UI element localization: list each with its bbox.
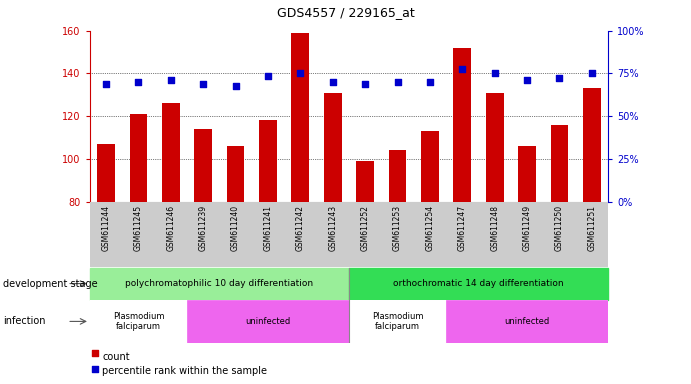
Bar [486,93,504,202]
Text: orthochromatic 14 day differentiation: orthochromatic 14 day differentiation [393,279,564,288]
Bar [349,268,608,300]
Point [100,81,111,87]
Bar [583,88,600,202]
Bar [446,300,608,343]
Bar [551,125,569,202]
Point [133,79,144,85]
Point [230,83,241,89]
Bar [388,151,406,202]
Bar [97,144,115,202]
Text: GSM611240: GSM611240 [231,205,240,251]
Text: GSM611253: GSM611253 [393,205,402,251]
Bar [259,121,277,202]
Point [165,77,176,83]
Text: Plasmodium
falciparum: Plasmodium falciparum [372,312,424,331]
Text: GSM611250: GSM611250 [555,205,564,251]
Bar [292,33,310,202]
Text: GSM611245: GSM611245 [134,205,143,251]
Text: GSM611254: GSM611254 [426,205,435,251]
Point [359,81,370,87]
Point [554,74,565,81]
Text: uninfected: uninfected [245,317,291,326]
Point [522,77,533,83]
Bar [90,268,349,300]
Point [392,79,403,85]
Bar [194,129,212,202]
Text: GSM611244: GSM611244 [102,205,111,251]
Text: percentile rank within the sample: percentile rank within the sample [102,366,267,376]
Text: GSM611248: GSM611248 [490,205,499,251]
Point [457,66,468,72]
Point [489,70,500,76]
Bar [357,161,374,202]
Bar [227,146,245,202]
Text: GSM611251: GSM611251 [587,205,596,251]
Point [424,79,435,85]
Bar [349,300,446,343]
Bar [187,300,349,343]
Text: count: count [102,352,130,362]
Text: polychromatophilic 10 day differentiation: polychromatophilic 10 day differentiatio… [125,279,314,288]
Point [198,81,209,87]
Point [295,70,306,76]
Text: Plasmodium
falciparum: Plasmodium falciparum [113,312,164,331]
Text: infection: infection [3,316,46,326]
Bar [162,103,180,202]
Text: GSM611239: GSM611239 [199,205,208,251]
Point [89,366,100,372]
Text: GSM611249: GSM611249 [522,205,531,251]
Bar [453,48,471,202]
Text: GSM611246: GSM611246 [167,205,176,251]
Text: GDS4557 / 229165_at: GDS4557 / 229165_at [276,6,415,19]
Bar [90,300,187,343]
Bar [518,146,536,202]
Point [587,70,598,76]
Bar [129,114,147,202]
Bar [421,131,439,202]
Point [328,79,339,85]
Point [89,349,100,356]
Text: GSM611242: GSM611242 [296,205,305,251]
Text: GSM611247: GSM611247 [458,205,467,251]
Text: GSM611241: GSM611241 [263,205,272,251]
Text: GSM611252: GSM611252 [361,205,370,251]
Text: uninfected: uninfected [504,317,550,326]
Text: GSM611243: GSM611243 [328,205,337,251]
Point [263,73,274,79]
Text: development stage: development stage [3,278,98,289]
Bar [324,93,341,202]
